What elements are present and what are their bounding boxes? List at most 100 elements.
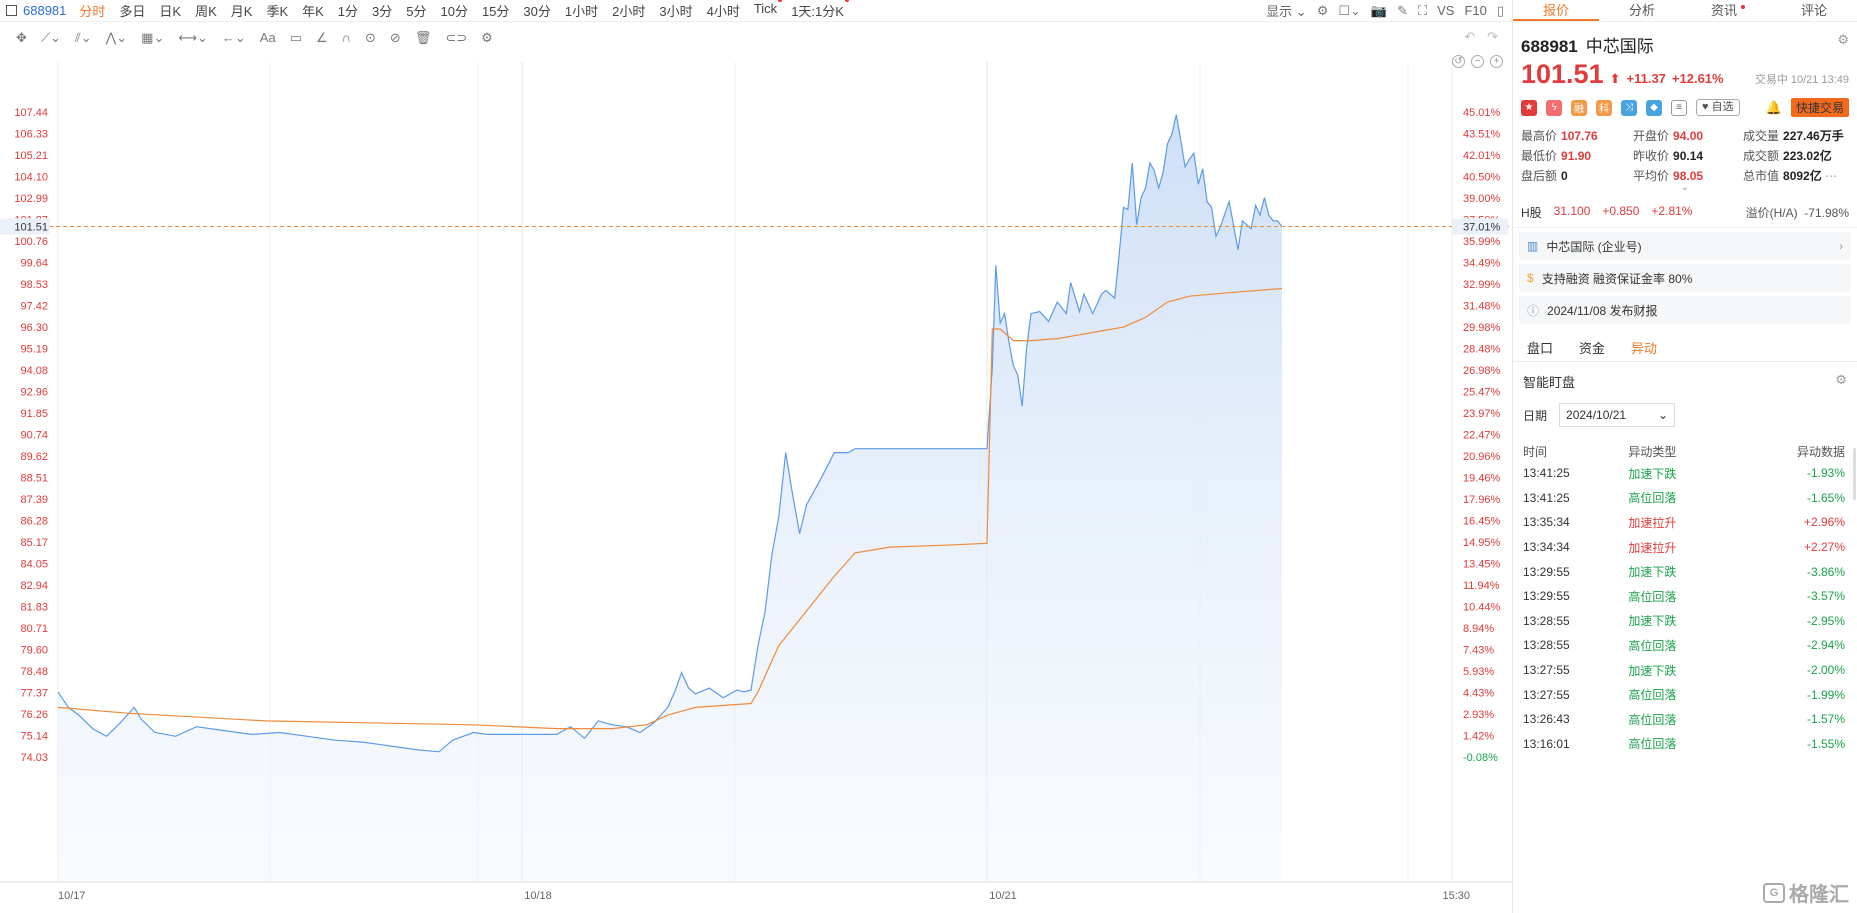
alert-row[interactable]: 13:26:43 高位回落 -1.57% <box>1523 712 1845 727</box>
trade-status: 交易中 10/21 13:49 <box>1754 74 1849 86</box>
fullscreen-icon[interactable]: ⛶ <box>1417 3 1428 18</box>
right-tick: -0.08% <box>1463 752 1498 764</box>
quick-trade-button[interactable]: 快捷交易 <box>1790 98 1849 117</box>
period-10[interactable]: 10分 <box>440 4 468 19</box>
panel-tab-0[interactable]: 报价 <box>1513 0 1599 21</box>
report-icon[interactable]: ≡ <box>1671 99 1687 116</box>
left-tick: 102.99 <box>14 193 48 205</box>
period-17[interactable]: Tick <box>754 0 783 20</box>
link-icon[interactable]: ⊂⊃ <box>445 29 468 45</box>
h-share-price: 31.100 <box>1553 204 1591 218</box>
building-icon: ▥ <box>1527 239 1539 253</box>
period-8[interactable]: 3分 <box>372 4 393 19</box>
intraday-chart[interactable]: 107.44106.33105.21104.10102.99101.87100.… <box>0 52 1512 913</box>
left-tick: 105.21 <box>14 150 48 162</box>
alert-row[interactable]: 13:28:55 高位回落 -2.94% <box>1523 638 1845 653</box>
arrow-tool-icon[interactable]: ←⌄ <box>221 29 246 45</box>
panel-settings-icon[interactable]: ⚙ <box>1837 32 1849 47</box>
period-0[interactable]: 分时 <box>79 4 106 19</box>
fib-tool-icon[interactable]: ▦⌄ <box>141 29 165 45</box>
panel-tab-1[interactable]: 分析 <box>1628 3 1655 18</box>
panel-toggle-icon[interactable]: ▯ <box>1496 3 1504 18</box>
period-11[interactable]: 15分 <box>481 4 510 19</box>
zoom-in-icon[interactable]: + <box>1490 55 1503 68</box>
period-16[interactable]: 4小时 <box>706 4 740 19</box>
period-13[interactable]: 1小时 <box>564 4 599 19</box>
period-5[interactable]: 季K <box>266 4 289 19</box>
alert-row[interactable]: 13:29:55 高位回落 -3.57% <box>1523 589 1845 604</box>
undo-icon[interactable]: ↶ <box>1464 29 1476 44</box>
channel-tool-icon[interactable]: ⫽⌄ <box>74 29 92 45</box>
period-7[interactable]: 1分 <box>337 4 359 19</box>
h-share-line[interactable]: H股 31.100 +0.850 +2.81% 溢价(H/A) -71.98% <box>1513 192 1857 228</box>
alert-row[interactable]: 13:16:01 高位回落 -1.55% <box>1523 736 1845 752</box>
reset-icon[interactable]: ↺ <box>1452 55 1465 68</box>
margin-icon[interactable]: 融 <box>1571 99 1587 116</box>
magnet-icon[interactable]: ∩ <box>341 29 351 45</box>
move-icon[interactable]: ✥ <box>16 29 27 45</box>
layout-menu-icon[interactable]: ☐⌄ <box>1338 3 1361 18</box>
period-2[interactable]: 日K <box>159 4 182 19</box>
up-arrow-icon: ⬆ <box>1609 71 1621 86</box>
bell-icon[interactable]: 🔔 <box>1765 99 1782 115</box>
price-change-pct: +12.61% <box>1671 71 1724 86</box>
hide-icon[interactable]: ⊘ <box>389 29 401 45</box>
sub-tab-1[interactable]: 资金 <box>1579 341 1606 356</box>
sub-tab-2[interactable]: 异动 <box>1631 341 1658 356</box>
price-line: 101.51 ⬆ +11.37 +12.61% 交易中 10/21 13:49 <box>1513 57 1857 92</box>
left-tick: 84.05 <box>20 559 48 571</box>
f10-button[interactable]: F10 <box>1464 3 1487 18</box>
expand-chevron-icon[interactable]: ⌄ <box>1680 182 1690 193</box>
layout-icon[interactable] <box>6 5 17 16</box>
alert-row[interactable]: 13:27:55 高位回落 -1.99% <box>1523 687 1845 703</box>
alert-row[interactable]: 13:27:55 加速下跌 -2.00% <box>1523 663 1845 678</box>
delete-icon[interactable]: 🗑 <box>414 29 432 45</box>
date-select[interactable]: 2024/10/21 ⌄ <box>1559 403 1676 427</box>
redo-icon[interactable]: ↷ <box>1487 29 1498 44</box>
stock-code-selector[interactable]: 688981 <box>6 3 66 18</box>
star-market-icon[interactable]: 科 <box>1596 99 1612 116</box>
comment-icon[interactable]: ▭ <box>289 29 302 45</box>
panel-tab-2[interactable]: 资讯 <box>1685 0 1771 21</box>
alert-row[interactable]: 13:34:34 加速拉升 +2.27% <box>1523 540 1845 555</box>
alert-row[interactable]: 13:41:25 高位回落 -1.65% <box>1523 490 1845 506</box>
period-18[interactable]: 1天:1分K <box>791 0 849 20</box>
period-6[interactable]: 年K <box>302 4 324 19</box>
period-4[interactable]: 月K <box>230 4 253 19</box>
left-tick: 107.44 <box>14 107 48 119</box>
connect-icon[interactable]: ⤨ <box>1621 99 1637 116</box>
display-menu[interactable]: 显示 ⌄ <box>1266 4 1307 19</box>
tag-icon[interactable]: ◆ <box>1646 99 1662 116</box>
lock-icon[interactable]: ⊙ <box>365 29 376 45</box>
vs-button[interactable]: VS <box>1437 3 1455 18</box>
alert-row[interactable]: 13:28:55 加速下跌 -2.95% <box>1523 613 1845 629</box>
toolbar-settings-icon[interactable]: ⚙ <box>481 29 493 45</box>
period-3[interactable]: 周K <box>195 4 217 19</box>
eraser-icon[interactable]: ∠ <box>316 29 328 45</box>
sub-tab-0[interactable]: 盘口 <box>1527 341 1554 356</box>
add-watchlist-button[interactable]: ♥ 自选 <box>1696 99 1740 116</box>
smart-settings-icon[interactable]: ⚙ <box>1835 372 1847 387</box>
company-account-row[interactable]: ▥ 中芯国际 (企业号) › <box>1519 232 1851 260</box>
crosshair-price-box <box>0 218 50 235</box>
period-12[interactable]: 30分 <box>523 4 551 19</box>
alert-row[interactable]: 13:29:55 加速下跌 -3.86% <box>1523 564 1845 580</box>
alert-row[interactable]: 13:41:25 加速下跌 -1.93% <box>1523 466 1845 481</box>
settings-icon[interactable]: ⚙ <box>1316 3 1329 18</box>
lightning-icon[interactable]: ϟ <box>1546 99 1562 116</box>
scrollbar[interactable] <box>1853 448 1856 500</box>
alert-row[interactable]: 13:35:34 加速拉升 +2.96% <box>1523 515 1845 530</box>
panel-tab-3[interactable]: 评论 <box>1800 3 1827 18</box>
pen-icon[interactable]: ✎ <box>1397 3 1408 18</box>
camera-icon[interactable]: 📷 <box>1370 3 1388 18</box>
period-15[interactable]: 3小时 <box>659 4 693 19</box>
zoom-out-icon[interactable]: − <box>1471 55 1484 68</box>
text-tool-icon[interactable]: Aa <box>259 29 276 45</box>
period-14[interactable]: 2小时 <box>612 4 646 19</box>
period-9[interactable]: 5分 <box>406 4 427 19</box>
chart-svg[interactable]: 107.44106.33105.21104.10102.99101.87100.… <box>0 52 1512 913</box>
wave-tool-icon[interactable]: ⋀⌄ <box>105 29 128 45</box>
measure-tool-icon[interactable]: ⟷⌄ <box>178 29 208 45</box>
line-tool-icon[interactable]: ⟋⌄ <box>40 29 61 45</box>
period-1[interactable]: 多日 <box>119 4 146 19</box>
